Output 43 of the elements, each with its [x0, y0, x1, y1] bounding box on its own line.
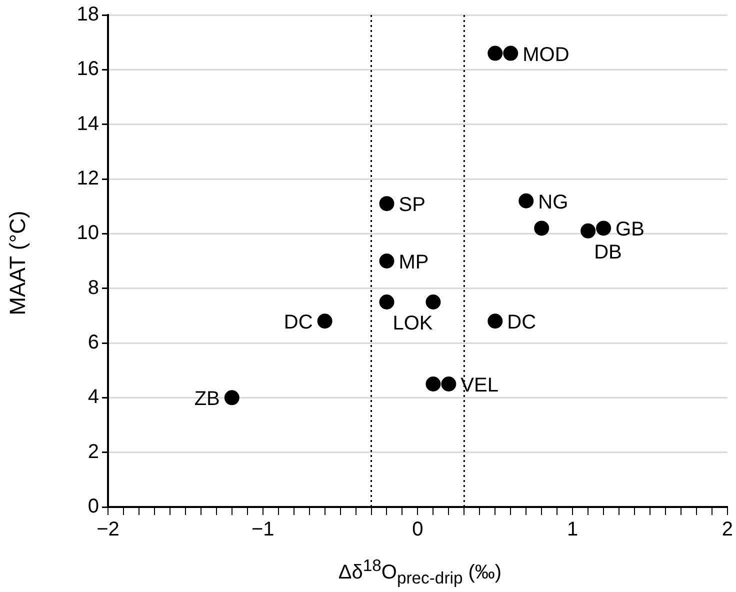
point	[379, 294, 394, 310]
point	[379, 196, 394, 212]
point	[503, 46, 518, 61]
point	[317, 314, 332, 329]
annotation: SP	[398, 194, 426, 216]
point	[426, 376, 441, 392]
x-tick-label: 1	[567, 518, 578, 541]
point	[580, 223, 596, 238]
annotation: ZB	[194, 388, 220, 410]
x-tick-label: 2	[722, 518, 733, 541]
point	[534, 220, 550, 236]
y-tick-label: 4	[88, 386, 99, 408]
point	[488, 46, 503, 61]
y-tick-label: 14	[76, 112, 99, 135]
annotation: MOD	[522, 44, 570, 66]
y-axis-title: MAAT (°C)	[5, 210, 31, 318]
point	[441, 376, 456, 392]
point	[518, 193, 534, 208]
point	[224, 390, 240, 406]
annotation: LOK	[392, 312, 434, 335]
point	[488, 314, 503, 329]
point	[596, 220, 612, 236]
annotation: DC	[284, 312, 313, 334]
annotation: VEL	[460, 374, 498, 397]
y-tick-label: 16	[76, 58, 99, 80]
annotation: NG	[538, 191, 568, 214]
y-tick-label: 12	[76, 168, 99, 190]
y-tick-label: 6	[88, 332, 99, 354]
annotation: DB	[594, 241, 622, 264]
x-tick-label: 0	[412, 518, 424, 541]
x-axis-title: Δδ$^{18}$O$_{prec-drip}$ (‰)	[337, 556, 503, 589]
x-tick-label: −1	[251, 518, 274, 541]
x-tick-label: −2	[96, 518, 120, 541]
point	[426, 294, 441, 310]
point	[379, 254, 394, 268]
annotation: GB	[616, 218, 644, 241]
annotation: MP	[398, 252, 429, 274]
y-tick-label: 0	[88, 496, 99, 518]
y-tick-label: 2	[88, 440, 99, 463]
y-tick-label: 18	[76, 4, 99, 26]
y-tick-label: 8	[88, 276, 99, 299]
annotation: DC	[507, 312, 536, 334]
y-tick-label: 10	[76, 222, 99, 244]
